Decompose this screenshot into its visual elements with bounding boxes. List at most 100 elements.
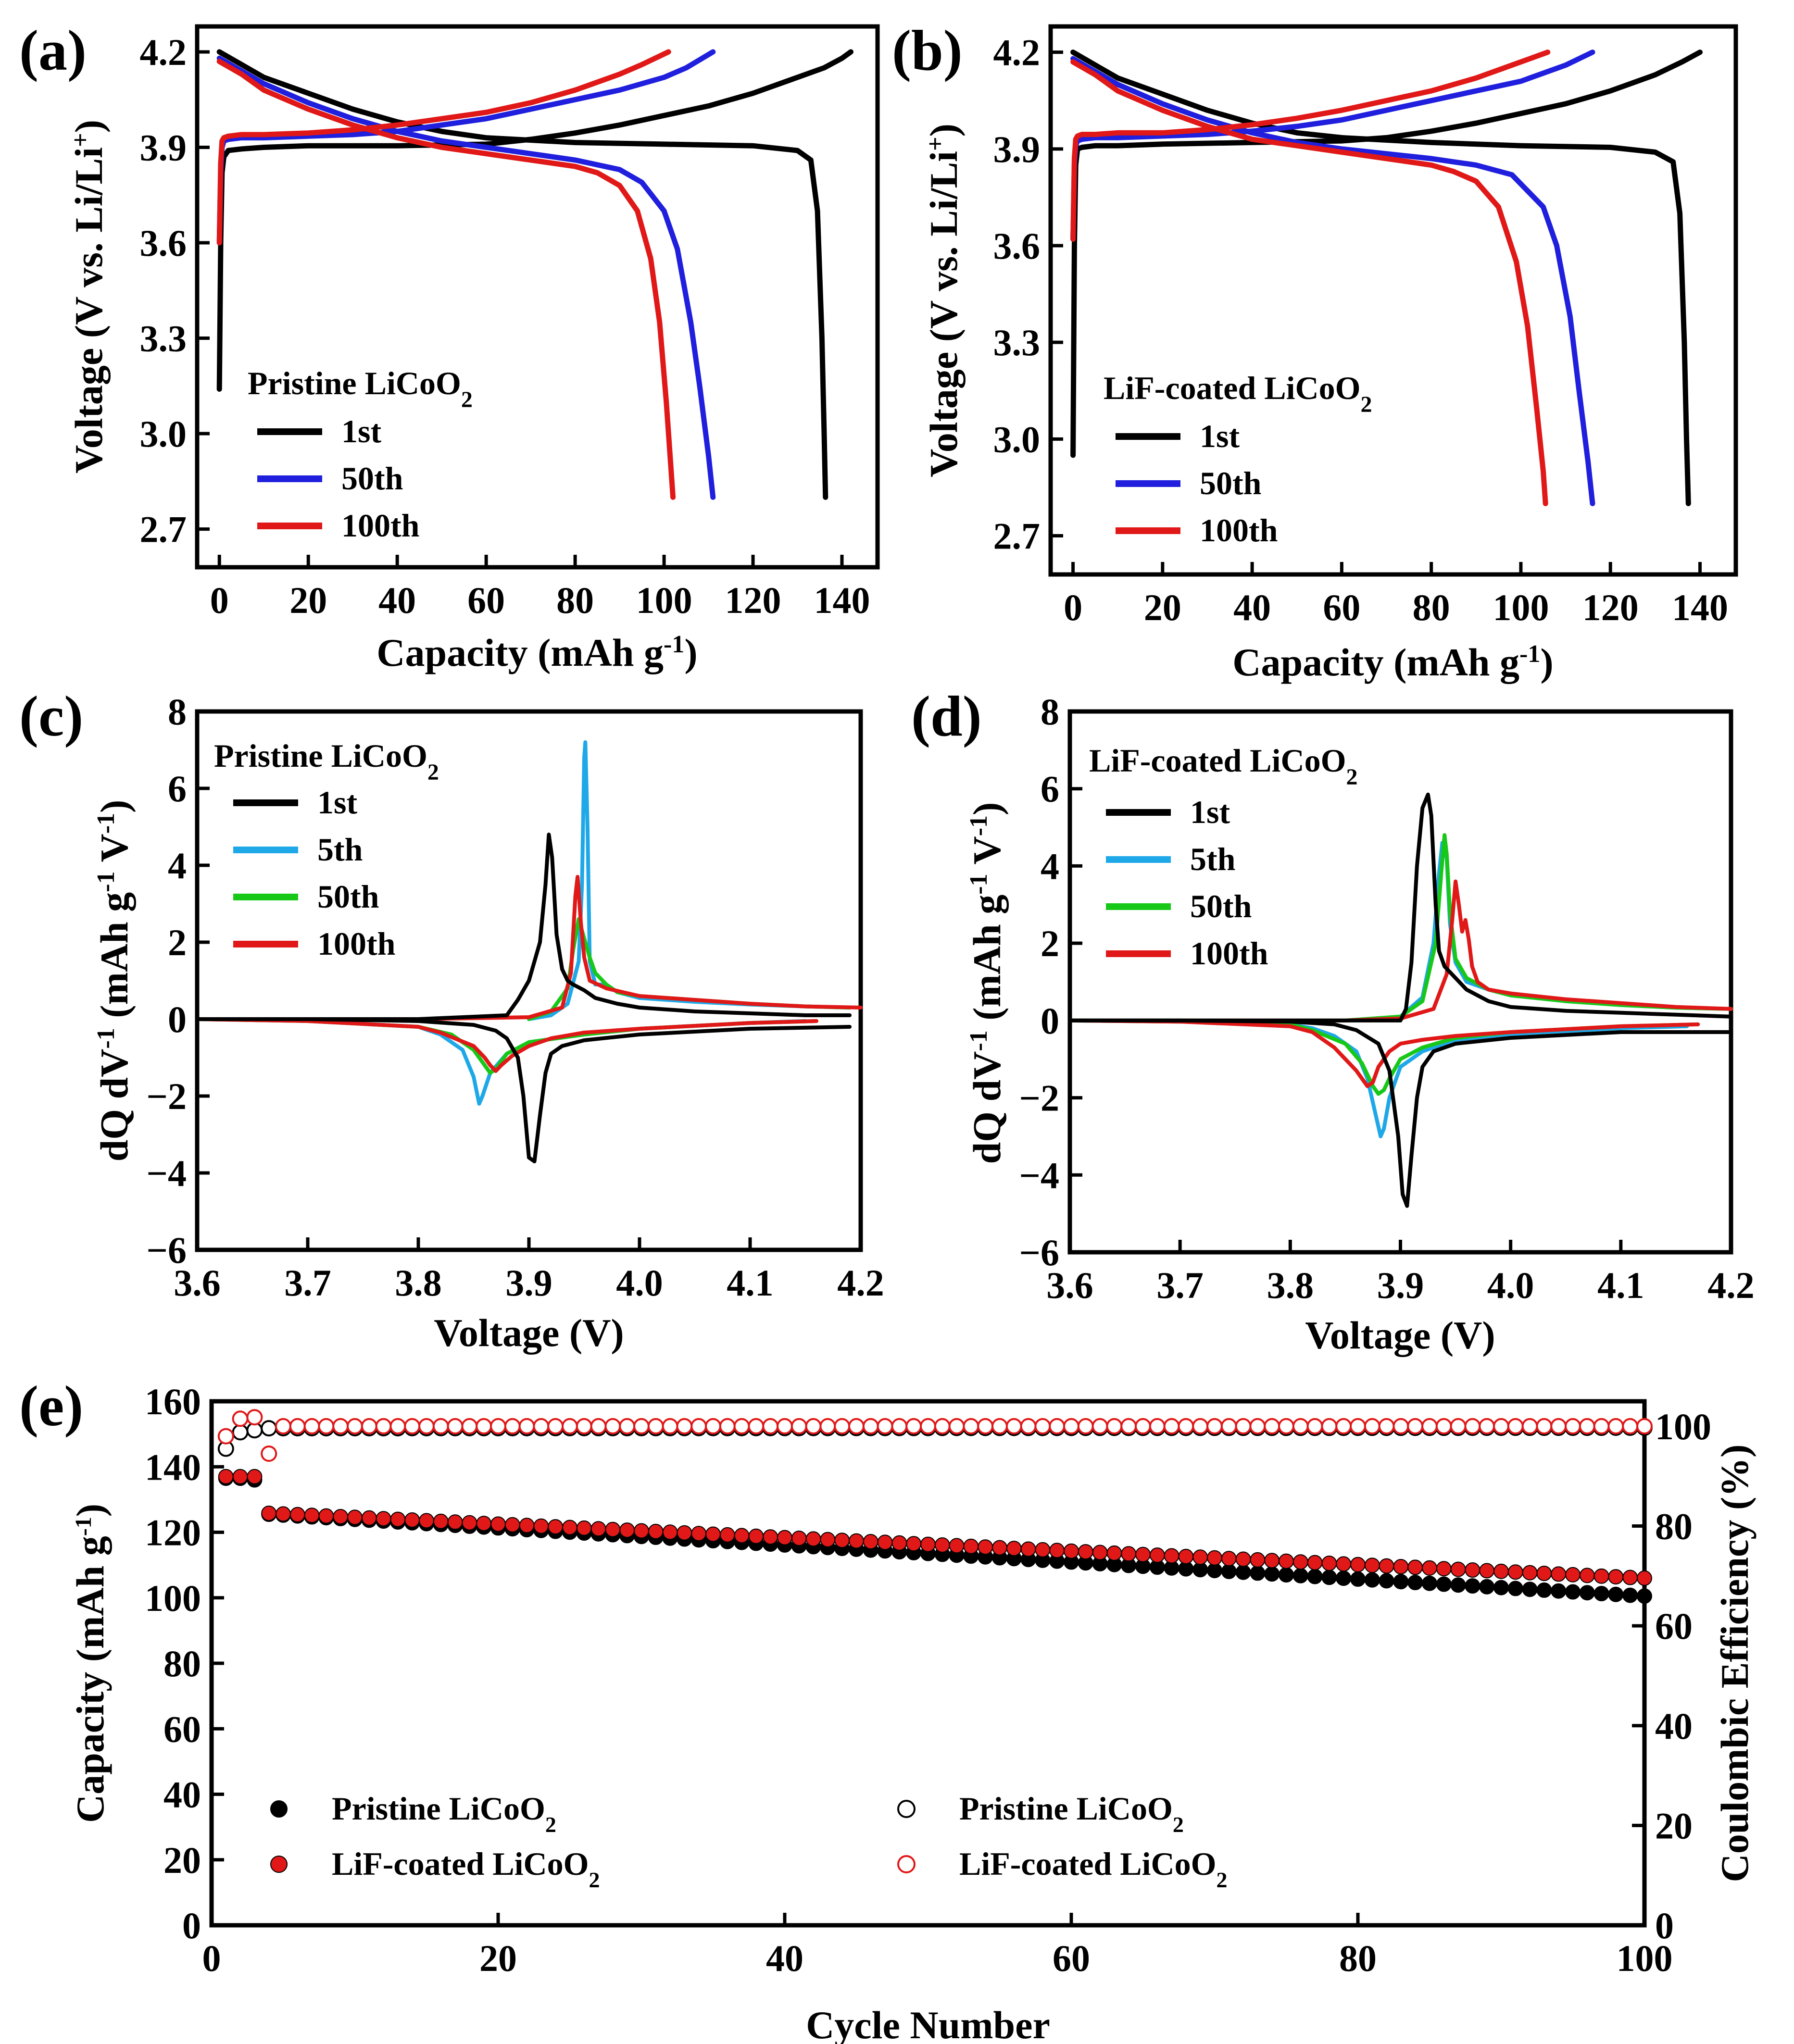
y-tick-label-a: 3.6 — [140, 222, 187, 264]
data-point-e-3 — [1565, 1418, 1581, 1434]
data-point-e-1 — [1393, 1559, 1409, 1574]
data-point-e-3 — [1005, 1418, 1022, 1434]
legend-label-e-3: LiF-coated LiCoO2 — [959, 1845, 1228, 1892]
data-point-e-1 — [877, 1534, 893, 1550]
y-tick-label-e: 60 — [163, 1708, 201, 1750]
panel-label-c: (c) — [19, 684, 83, 748]
data-point-e-1 — [605, 1521, 621, 1537]
data-point-e-3 — [819, 1418, 836, 1434]
x-tick-label-d: 3.8 — [1267, 1264, 1314, 1306]
x-tick-label-e: 80 — [1339, 1937, 1377, 1979]
y-tick-label-e: 0 — [182, 1905, 201, 1946]
data-point-e-3 — [1091, 1418, 1108, 1434]
annotation-b: LiF-coated LiCoO2 — [1104, 370, 1372, 417]
data-point-e-3 — [533, 1418, 550, 1434]
data-point-e-3 — [1163, 1418, 1180, 1434]
data-point-e-1 — [333, 1509, 349, 1524]
y-tick-label-a: 3.3 — [140, 318, 187, 360]
data-point-e-1 — [419, 1513, 434, 1529]
data-point-e-3 — [948, 1418, 965, 1434]
x-axis-label-d: Voltage (V) — [1305, 1313, 1495, 1357]
data-point-e-1 — [734, 1528, 750, 1544]
data-point-e-3 — [246, 1409, 263, 1426]
x-axis-label-e: Cycle Number — [806, 2003, 1050, 2044]
data-point-e-3 — [289, 1418, 306, 1434]
data-point-e-3 — [1178, 1418, 1194, 1434]
y-tick-label-b: 4.2 — [993, 32, 1041, 74]
x-tick-label-a: 140 — [814, 579, 870, 621]
data-point-e-1 — [390, 1511, 406, 1527]
data-point-e-1 — [1565, 1567, 1581, 1583]
data-point-e-1 — [1049, 1543, 1065, 1558]
data-point-e-3 — [1220, 1418, 1237, 1434]
data-point-e-3 — [1393, 1418, 1409, 1434]
data-point-e-1 — [891, 1535, 907, 1551]
series-line-d-7 — [1068, 1018, 1733, 1208]
x-tick-label-c: 3.7 — [284, 1262, 331, 1304]
x-tick-label-d: 4.0 — [1487, 1264, 1534, 1306]
data-point-e-3 — [1135, 1418, 1151, 1434]
data-point-e-1 — [1078, 1544, 1093, 1560]
legend-label-d-0: 1st — [1190, 794, 1230, 830]
data-point-e-1 — [247, 1469, 263, 1484]
data-point-e-3 — [604, 1418, 621, 1434]
x-tick-label-a: 80 — [556, 579, 594, 621]
data-point-e-2 — [232, 1424, 249, 1441]
data-point-e-3 — [275, 1418, 291, 1434]
data-point-e-0 — [1379, 1573, 1394, 1589]
data-point-e-1 — [705, 1526, 721, 1542]
panel-c-dqdv-pristine: (c) 3.6 3.7 3.8 3.9 4.0 4.1 4.2 −6 −4 −2 0 2 4 6 8 1st… — [19, 684, 884, 1355]
x-tick-label-b: 0 — [1064, 586, 1082, 628]
x-tick-label-a: 100 — [636, 579, 692, 621]
series-line-c-6 — [195, 833, 852, 1021]
x-tick-label-e: 20 — [479, 1937, 517, 1979]
series-line-a-0 — [216, 49, 853, 392]
data-point-e-1 — [347, 1509, 363, 1525]
data-point-e-3 — [1579, 1418, 1595, 1434]
data-point-e-1 — [433, 1513, 449, 1529]
data-point-e-1 — [1522, 1565, 1538, 1581]
data-point-e-1 — [562, 1520, 577, 1535]
y-tick-label-e: 80 — [163, 1643, 201, 1684]
series-line-d-5 — [1068, 1018, 1700, 1088]
x-tick-label-c: 4.2 — [837, 1262, 884, 1304]
panel-label-a: (a) — [19, 18, 87, 82]
data-point-e-1 — [447, 1514, 463, 1530]
data-point-e-3 — [318, 1418, 335, 1434]
data-point-e-0 — [1507, 1581, 1523, 1596]
data-point-e-0 — [1436, 1576, 1452, 1592]
data-point-e-3 — [404, 1418, 421, 1434]
data-point-e-1 — [519, 1518, 535, 1533]
data-point-e-3 — [1378, 1418, 1395, 1434]
y-tick-label-a: 3.0 — [140, 413, 187, 455]
x-tick-label-d: 3.6 — [1046, 1264, 1093, 1306]
data-point-e-1 — [1465, 1562, 1480, 1578]
legend-label-c-3: 100th — [317, 925, 395, 962]
series-line-a-3 — [216, 55, 716, 500]
data-point-e-1 — [1192, 1549, 1208, 1565]
data-point-e-1 — [1020, 1541, 1036, 1557]
data-point-e-3 — [748, 1418, 765, 1434]
legend-label-d-2: 50th — [1190, 888, 1252, 924]
data-point-e-3 — [1192, 1418, 1209, 1434]
data-point-e-3 — [762, 1418, 779, 1434]
data-point-e-1 — [476, 1516, 492, 1532]
data-point-e-3 — [1407, 1418, 1424, 1434]
data-point-e-1 — [276, 1506, 291, 1522]
y-axis-label-c: dQ dV-1 (mAh g-1 V-1) — [92, 800, 137, 1162]
data-point-e-1 — [576, 1520, 592, 1536]
data-point-e-3 — [1049, 1418, 1066, 1434]
data-point-e-1 — [261, 1506, 277, 1521]
data-point-e-3 — [1106, 1418, 1123, 1434]
data-point-e-3 — [633, 1418, 650, 1434]
data-point-e-0 — [1221, 1563, 1237, 1579]
data-point-e-3 — [834, 1418, 851, 1434]
x-tick-label-d: 4.1 — [1597, 1264, 1644, 1306]
y-tick-label-e: 120 — [145, 1512, 201, 1554]
data-point-e-0 — [1493, 1580, 1509, 1595]
data-point-e-2 — [261, 1420, 277, 1437]
data-point-e-3 — [1479, 1418, 1495, 1434]
data-point-e-1 — [1536, 1566, 1552, 1581]
data-point-e-1 — [805, 1531, 821, 1547]
x-tick-label-e: 100 — [1617, 1937, 1673, 1979]
